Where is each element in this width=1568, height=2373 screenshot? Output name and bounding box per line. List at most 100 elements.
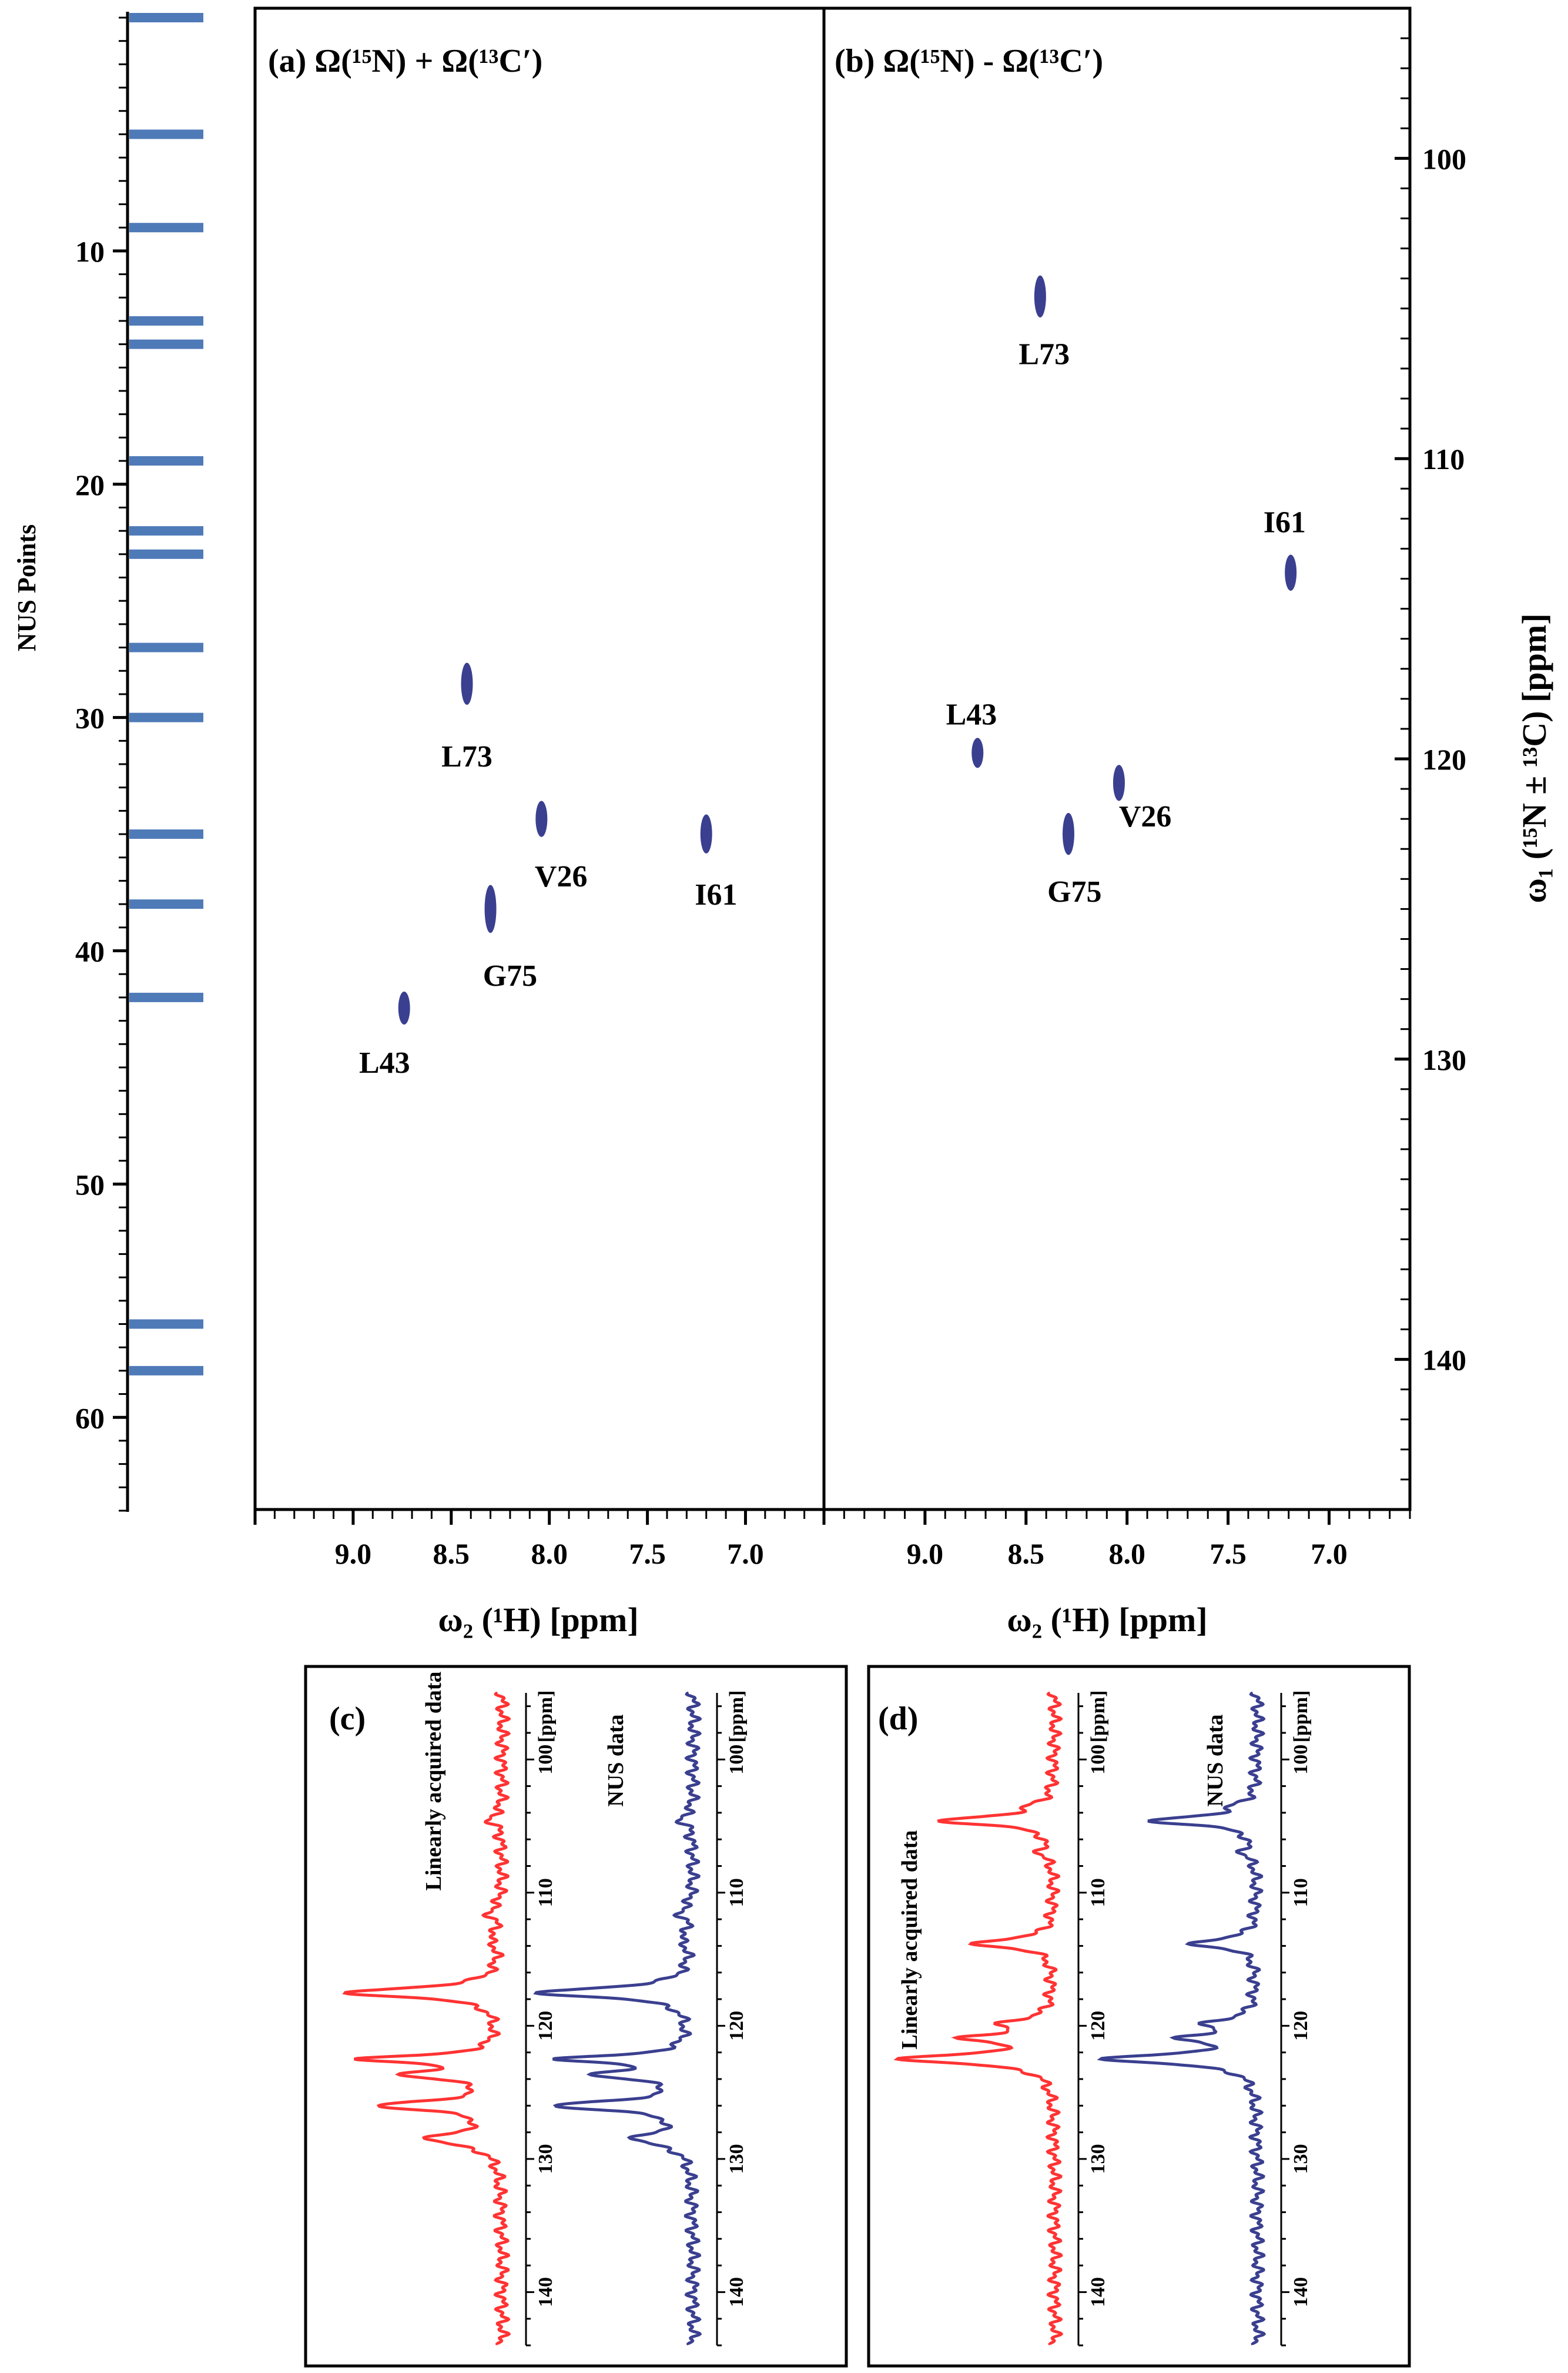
y-tick-label: 110 bbox=[1422, 443, 1465, 476]
peak-label: L43 bbox=[946, 698, 997, 731]
spectrum-trace-0 bbox=[342, 1691, 511, 2346]
panel-c-title: (c) bbox=[329, 1701, 366, 1737]
nus-point-bar bbox=[129, 712, 203, 722]
spectrum-trace-1 bbox=[1097, 1691, 1267, 2346]
spectrum-tick-label: 120 bbox=[726, 2011, 748, 2041]
peak-G75 bbox=[484, 885, 497, 933]
nus-tick-label: 10 bbox=[75, 235, 105, 268]
y-tick-label: 140 bbox=[1422, 1344, 1466, 1377]
spectrum-unit-label: [ppm] bbox=[535, 1691, 557, 1743]
panel-d: (d) 100 110 120 130 140 [ppm] Linearly acquire… bbox=[867, 1665, 1411, 2368]
x-tick-label: 7.5 bbox=[629, 1537, 666, 1570]
peak-label: V26 bbox=[535, 860, 588, 893]
x-tick-label: 7.0 bbox=[727, 1537, 764, 1570]
spectrum-tick-label: 120 bbox=[1087, 2011, 1109, 2041]
x-tick-label: 9.0 bbox=[335, 1537, 372, 1570]
series-label: NUS data bbox=[1203, 1714, 1228, 1806]
nus-tick-label: 60 bbox=[75, 1401, 105, 1434]
x-tick-label: 8.0 bbox=[531, 1537, 568, 1570]
nus-point-bar bbox=[129, 992, 203, 1002]
nus-points-title: NUS Points bbox=[12, 524, 41, 651]
spectrum-tick-label: 140 bbox=[535, 2277, 557, 2307]
panel-c-frame bbox=[304, 1665, 848, 2368]
nus-point-bar bbox=[129, 13, 203, 22]
nus-point-bar bbox=[129, 339, 203, 349]
peak-label: L73 bbox=[441, 740, 492, 774]
nus-point-bar bbox=[129, 129, 203, 139]
nus-point-bar bbox=[129, 456, 203, 466]
x-tick-label: 8.5 bbox=[433, 1537, 470, 1570]
series-label: Linearly acquired data bbox=[421, 1672, 446, 1891]
spectrum-tick-label: 130 bbox=[726, 2144, 748, 2174]
peak-G75 bbox=[1062, 812, 1074, 855]
peak-I61 bbox=[1285, 554, 1297, 591]
panel-b-title: (b) Ω(¹⁵N) - Ω(¹³C′) bbox=[835, 43, 1103, 79]
y-tick-label: 120 bbox=[1422, 743, 1466, 776]
spectrum-trace-0 bbox=[893, 1691, 1064, 2346]
peak-L73 bbox=[1034, 275, 1046, 318]
nus-point-bar bbox=[129, 829, 203, 839]
peak-label: V26 bbox=[1119, 800, 1172, 834]
nus-tick-label: 20 bbox=[75, 468, 105, 501]
x-tick-label: 8.0 bbox=[1108, 1537, 1145, 1570]
y-tick-label: 130 bbox=[1422, 1043, 1466, 1076]
spectrum-unit-label: [ppm] bbox=[1087, 1691, 1109, 1743]
series-label: Linearly acquired data bbox=[897, 1830, 922, 2050]
spectrum-tick-label: 100 bbox=[1087, 1745, 1109, 1775]
spectrum-unit-label: [ppm] bbox=[1290, 1691, 1312, 1743]
nus-tick-label: 40 bbox=[75, 935, 105, 968]
spectrum-tick-label: 130 bbox=[535, 2144, 557, 2174]
spectrum-unit-label: [ppm] bbox=[726, 1691, 748, 1743]
nus-point-bar bbox=[129, 1319, 203, 1329]
nus-tick-label: 30 bbox=[75, 702, 105, 735]
peak-V26 bbox=[535, 801, 548, 837]
spectrum-tick-label: 140 bbox=[1290, 2277, 1312, 2307]
spectrum-tick-label: 120 bbox=[1290, 2011, 1312, 2041]
panel-a-title: (a) Ω(¹⁵N) + Ω(¹³C′) bbox=[268, 43, 542, 79]
peak-label: L73 bbox=[1018, 337, 1070, 371]
x-tick-label: 7.0 bbox=[1311, 1537, 1348, 1570]
x-tick-label: 8.5 bbox=[1008, 1537, 1045, 1570]
panel-b-ylabel: ω₁ (¹⁵N ± ¹³C) [ppm] bbox=[1515, 613, 1553, 903]
nus-schedule-chart: NUS Points 10 20 30 40 50 60 bbox=[12, 12, 203, 1512]
spectrum-tick-label: 120 bbox=[535, 2011, 557, 2041]
spectrum-tick-label: 110 bbox=[535, 1878, 557, 1907]
panel-a-xlabel: ω₂ (¹H) [ppm] bbox=[438, 1601, 638, 1639]
panels-a-b: (a) Ω(¹⁵N) + Ω(¹³C′) (b) Ω(¹⁵N) - Ω(¹³C′… bbox=[253, 6, 1553, 1639]
peak-label: I61 bbox=[695, 878, 737, 912]
x-tick-label: 7.5 bbox=[1209, 1537, 1247, 1570]
spectrum-tick-label: 100 bbox=[535, 1745, 557, 1775]
peak-L43 bbox=[971, 738, 984, 768]
spectrum-tick-label: 130 bbox=[1290, 2144, 1312, 2174]
panel-d-frame bbox=[867, 1665, 1411, 2368]
spectrum-tick-label: 110 bbox=[1290, 1878, 1312, 1907]
spectrum-tick-label: 140 bbox=[726, 2277, 748, 2307]
nus-point-bar bbox=[129, 223, 203, 233]
spectrum-tick-label: 140 bbox=[1087, 2277, 1109, 2307]
panel-c: (c) 100 110 120 130 140 [ppm] Linearly acquire… bbox=[304, 1665, 848, 2368]
peak-label: G75 bbox=[483, 959, 537, 993]
panel-b-xlabel: ω₂ (¹H) [ppm] bbox=[1007, 1601, 1207, 1639]
nus-point-bar bbox=[129, 549, 203, 559]
nus-point-bar bbox=[129, 642, 203, 652]
spectrum-tick-label: 100 bbox=[1290, 1745, 1312, 1775]
peak-V26 bbox=[1113, 765, 1125, 801]
nus-tick-label: 50 bbox=[75, 1168, 105, 1201]
x-tick-label: 9.0 bbox=[907, 1537, 944, 1570]
peak-label: I61 bbox=[1264, 506, 1306, 539]
spectrum-trace-1 bbox=[533, 1691, 702, 2346]
y-tick-label: 100 bbox=[1422, 142, 1466, 175]
nus-point-bar bbox=[129, 316, 203, 326]
nus-point-bar bbox=[129, 1365, 203, 1375]
nus-point-bar bbox=[129, 526, 203, 536]
peak-L43 bbox=[398, 991, 410, 1025]
peak-label: L43 bbox=[359, 1046, 410, 1080]
series-label: NUS data bbox=[604, 1714, 628, 1806]
spectrum-tick-label: 110 bbox=[1087, 1878, 1109, 1907]
peak-L73 bbox=[461, 662, 473, 705]
nus-point-bar bbox=[129, 899, 203, 909]
spectrum-tick-label: 110 bbox=[726, 1878, 748, 1907]
peak-label: G75 bbox=[1047, 875, 1101, 909]
